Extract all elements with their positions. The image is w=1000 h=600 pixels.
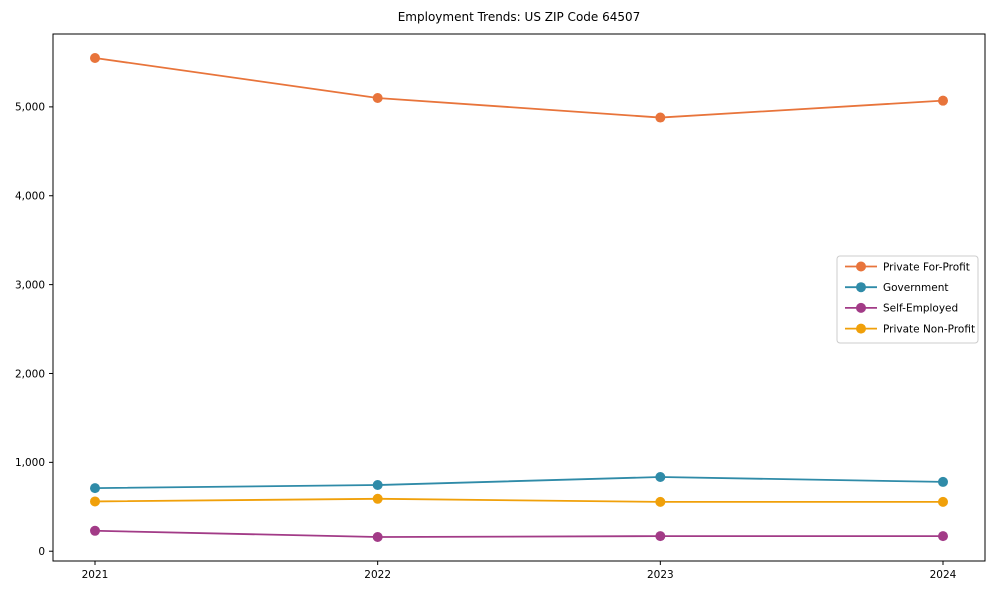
series-line (94, 497, 943, 503)
legend-marker (856, 261, 866, 272)
data-point-marker (938, 476, 948, 487)
x-axis-tick-label: 2021 (82, 569, 109, 581)
data-point-marker (655, 472, 666, 483)
data-point-marker (938, 496, 948, 507)
data-point-marker (372, 532, 383, 543)
data-point-marker (372, 493, 383, 504)
y-axis-tick-label: 0 (38, 546, 45, 558)
y-axis-tick-label: 4,000 (15, 191, 45, 203)
series-line (94, 57, 944, 119)
legend-marker (856, 323, 866, 334)
data-point-marker (938, 95, 948, 106)
x-axis-tick-label: 2022 (364, 569, 391, 581)
y-axis-tick-label: 1,000 (15, 457, 45, 469)
data-point-marker (938, 531, 948, 542)
legend-box (836, 255, 979, 344)
data-point-marker (90, 496, 100, 507)
legend-marker (856, 282, 866, 293)
legend-label: Private For-Profit (883, 261, 970, 273)
series-line (94, 476, 944, 490)
y-axis-tick-label: 5,000 (15, 102, 45, 114)
legend-marker (856, 302, 866, 313)
plot-border (52, 33, 986, 562)
legend-label: Self-Employed (883, 303, 958, 315)
legend-label: Government (883, 282, 948, 294)
data-point-marker (655, 112, 666, 123)
data-point-marker (372, 92, 383, 103)
y-axis-tick-label: 2,000 (15, 368, 45, 380)
data-point-marker (90, 525, 100, 536)
x-axis-tick-label: 2024 (930, 569, 957, 581)
data-point-marker (90, 483, 100, 494)
y-axis-tick-label: 3,000 (15, 279, 45, 291)
data-point-marker (90, 52, 100, 63)
data-point-marker (655, 496, 666, 507)
data-point-marker (372, 480, 383, 491)
series-line (94, 529, 943, 538)
data-point-marker (655, 531, 666, 542)
legend-label: Private Non-Profit (883, 323, 975, 335)
chart-title: Employment Trends: US ZIP Code 64507 (397, 10, 641, 24)
x-axis-tick-label: 2023 (647, 569, 674, 581)
